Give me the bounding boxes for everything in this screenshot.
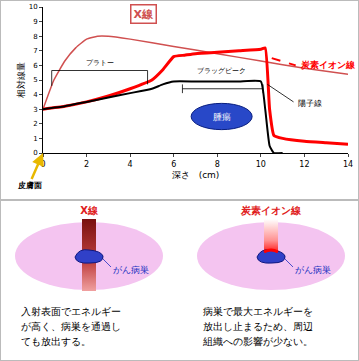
svg-text:10: 10 (256, 160, 266, 169)
svg-text:皮膚面: 皮膚面 (17, 181, 42, 190)
svg-text:9: 9 (33, 18, 37, 26)
svg-text:6: 6 (171, 160, 176, 169)
svg-text:7: 7 (33, 47, 37, 55)
svg-text:3: 3 (33, 106, 37, 114)
svg-text:プラトー: プラトー (86, 59, 114, 67)
svg-text:8: 8 (215, 160, 220, 169)
svg-text:組織への影響が少ない。: 組織への影響が少ない。 (202, 336, 313, 347)
svg-text:炭素イオン線: 炭素イオン線 (240, 205, 302, 216)
svg-text:6: 6 (33, 62, 38, 70)
svg-text:2: 2 (33, 120, 37, 128)
svg-text:入射表面でエネルギー: 入射表面でエネルギー (21, 306, 121, 317)
svg-text:深さ (cm): 深さ (cm) (172, 170, 220, 180)
svg-text:がん病巣: がん病巣 (113, 265, 149, 275)
svg-text:病巣で最大エネルギーを: 病巣で最大エネルギーを (203, 306, 313, 317)
svg-text:腫瘍: 腫瘍 (213, 112, 231, 122)
svg-text:X線: X線 (134, 8, 154, 21)
svg-text:陽子線: 陽子線 (298, 99, 322, 108)
svg-text:ても放出する。: ても放出する。 (21, 336, 91, 347)
svg-text:ブラッグピーク: ブラッグピーク (197, 67, 246, 75)
svg-text:が高く、病巣を通過し: が高く、病巣を通過し (21, 321, 121, 332)
svg-text:4: 4 (33, 91, 38, 99)
svg-text:5: 5 (33, 76, 37, 84)
svg-text:12: 12 (299, 160, 309, 169)
svg-text:4: 4 (128, 160, 133, 169)
svg-text:2: 2 (84, 160, 89, 169)
svg-text:10: 10 (29, 3, 38, 11)
svg-text:相対線量: 相対線量 (16, 62, 26, 98)
svg-text:0: 0 (40, 160, 45, 169)
svg-text:がん病巣: がん病巣 (295, 265, 331, 275)
svg-text:0: 0 (33, 149, 37, 157)
svg-text:1: 1 (33, 135, 37, 143)
svg-text:14: 14 (343, 160, 353, 169)
svg-text:放出し止まるため、周辺: 放出し止まるため、周辺 (203, 321, 313, 332)
svg-text:炭素イオン線: 炭素イオン線 (300, 60, 356, 70)
svg-text:X線: X線 (80, 205, 99, 216)
svg-text:8: 8 (33, 33, 37, 41)
